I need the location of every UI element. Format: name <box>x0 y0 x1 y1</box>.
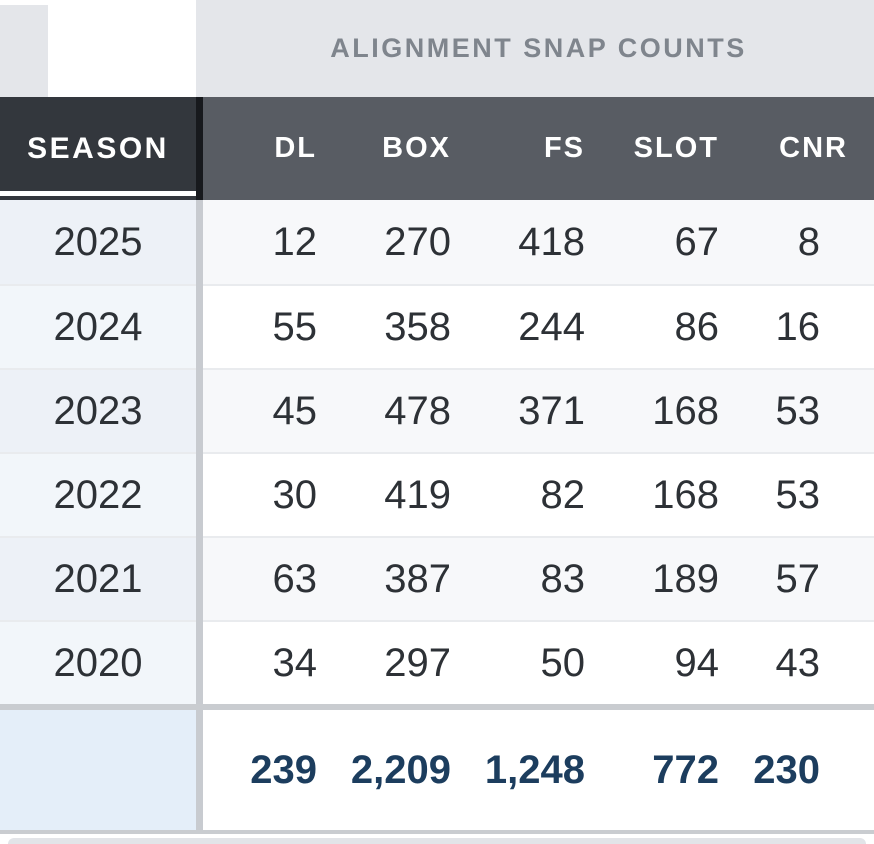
column-gap-top <box>196 0 203 97</box>
total-cell-box: 2,209 <box>350 747 451 792</box>
stat-cell-fs: 50 <box>540 640 586 685</box>
totals-season-cell <box>0 710 196 830</box>
stat-cell-box: 478 <box>384 388 451 433</box>
total-cell-dl: 239 <box>250 747 317 792</box>
season-cell: 2025 <box>0 200 196 284</box>
stat-cell-box: 387 <box>384 556 451 601</box>
next-card-top-edge <box>8 838 866 844</box>
total-cell-slot: 772 <box>652 747 719 792</box>
stat-cells: 63 387 83 189 57 <box>203 536 874 620</box>
column-gap <box>196 452 203 536</box>
stat-cells: 30 419 82 168 53 <box>203 452 874 536</box>
table-bottom-border <box>0 830 874 834</box>
column-gap <box>196 284 203 368</box>
stat-cell-box: 419 <box>384 472 451 517</box>
totals-row: 239 2,209 1,248 772 230 <box>0 704 874 830</box>
column-header-dl[interactable]: DL <box>274 132 317 164</box>
stat-cell-slot: 168 <box>652 472 719 517</box>
title-band-corner <box>0 0 196 97</box>
stat-cell-box: 297 <box>384 640 451 685</box>
stat-cell-cnr: 57 <box>775 556 821 601</box>
table-title: ALIGNMENT SNAP COUNTS <box>330 33 747 63</box>
stat-cells: 34 297 50 94 43 <box>203 620 874 704</box>
column-gap-total <box>196 710 203 830</box>
season-cell: 2024 <box>0 284 196 368</box>
totals-cells: 239 2,209 1,248 772 230 <box>203 710 874 830</box>
table-row: 2024 55 358 244 86 16 <box>0 284 874 368</box>
stat-cell-slot: 67 <box>674 219 720 264</box>
table-row: 2025 12 270 418 67 8 <box>0 200 874 284</box>
stat-cell-slot: 189 <box>652 556 719 601</box>
stat-column-headers: DL BOX FS SLOT CNR <box>203 97 874 200</box>
stat-cell-box: 358 <box>384 304 451 349</box>
stat-cell-fs: 82 <box>540 472 586 517</box>
stat-cell-cnr: 8 <box>797 219 820 264</box>
stat-cell-dl: 30 <box>272 472 318 517</box>
bottom-spacer <box>0 834 874 838</box>
stat-cell-fs: 244 <box>518 304 585 349</box>
table-row: 2023 45 478 371 168 53 <box>0 368 874 452</box>
season-column-header[interactable]: SEASON <box>0 97 196 200</box>
stat-cell-cnr: 53 <box>775 472 821 517</box>
stat-cell-fs: 83 <box>540 556 586 601</box>
column-header-box[interactable]: BOX <box>382 132 451 164</box>
stat-cell-cnr: 16 <box>775 304 821 349</box>
total-cell-cnr: 230 <box>753 747 820 792</box>
title-band: ALIGNMENT SNAP COUNTS <box>0 0 874 97</box>
column-gap <box>196 620 203 704</box>
title-cell: ALIGNMENT SNAP COUNTS <box>203 0 874 97</box>
stat-cell-dl: 12 <box>272 219 318 264</box>
season-cell: 2022 <box>0 452 196 536</box>
stat-cells: 12 270 418 67 8 <box>203 200 874 284</box>
stat-cell-slot: 86 <box>674 304 720 349</box>
column-header-fs[interactable]: FS <box>543 132 585 164</box>
table-row: 2022 30 419 82 168 53 <box>0 452 874 536</box>
stat-cell-slot: 168 <box>652 388 719 433</box>
stat-cell-dl: 45 <box>272 388 318 433</box>
stat-cell-dl: 34 <box>272 640 318 685</box>
column-gap-header <box>196 97 203 200</box>
column-header-cnr[interactable]: CNR <box>779 132 848 164</box>
table-row: 2021 63 387 83 189 57 <box>0 536 874 620</box>
season-cell: 2021 <box>0 536 196 620</box>
stat-cell-cnr: 53 <box>775 388 821 433</box>
column-header-slot[interactable]: SLOT <box>633 132 719 164</box>
corner-block <box>0 5 48 97</box>
table-row: 2020 34 297 50 94 43 <box>0 620 874 704</box>
stat-cells: 45 478 371 168 53 <box>203 368 874 452</box>
stat-cell-dl: 63 <box>272 556 318 601</box>
stat-cell-fs: 371 <box>518 388 585 433</box>
header-row: SEASON DL BOX FS SLOT CNR <box>0 97 874 200</box>
stat-cells: 55 358 244 86 16 <box>203 284 874 368</box>
column-gap <box>196 536 203 620</box>
total-cell-fs: 1,248 <box>484 747 585 792</box>
season-cell: 2023 <box>0 368 196 452</box>
stat-cell-fs: 418 <box>518 219 585 264</box>
stat-cell-cnr: 43 <box>775 640 821 685</box>
column-gap <box>196 368 203 452</box>
season-cell: 2020 <box>0 620 196 704</box>
stat-cell-dl: 55 <box>272 304 318 349</box>
stat-cell-box: 270 <box>384 219 451 264</box>
stat-cell-slot: 94 <box>674 640 720 685</box>
column-gap <box>196 200 203 284</box>
